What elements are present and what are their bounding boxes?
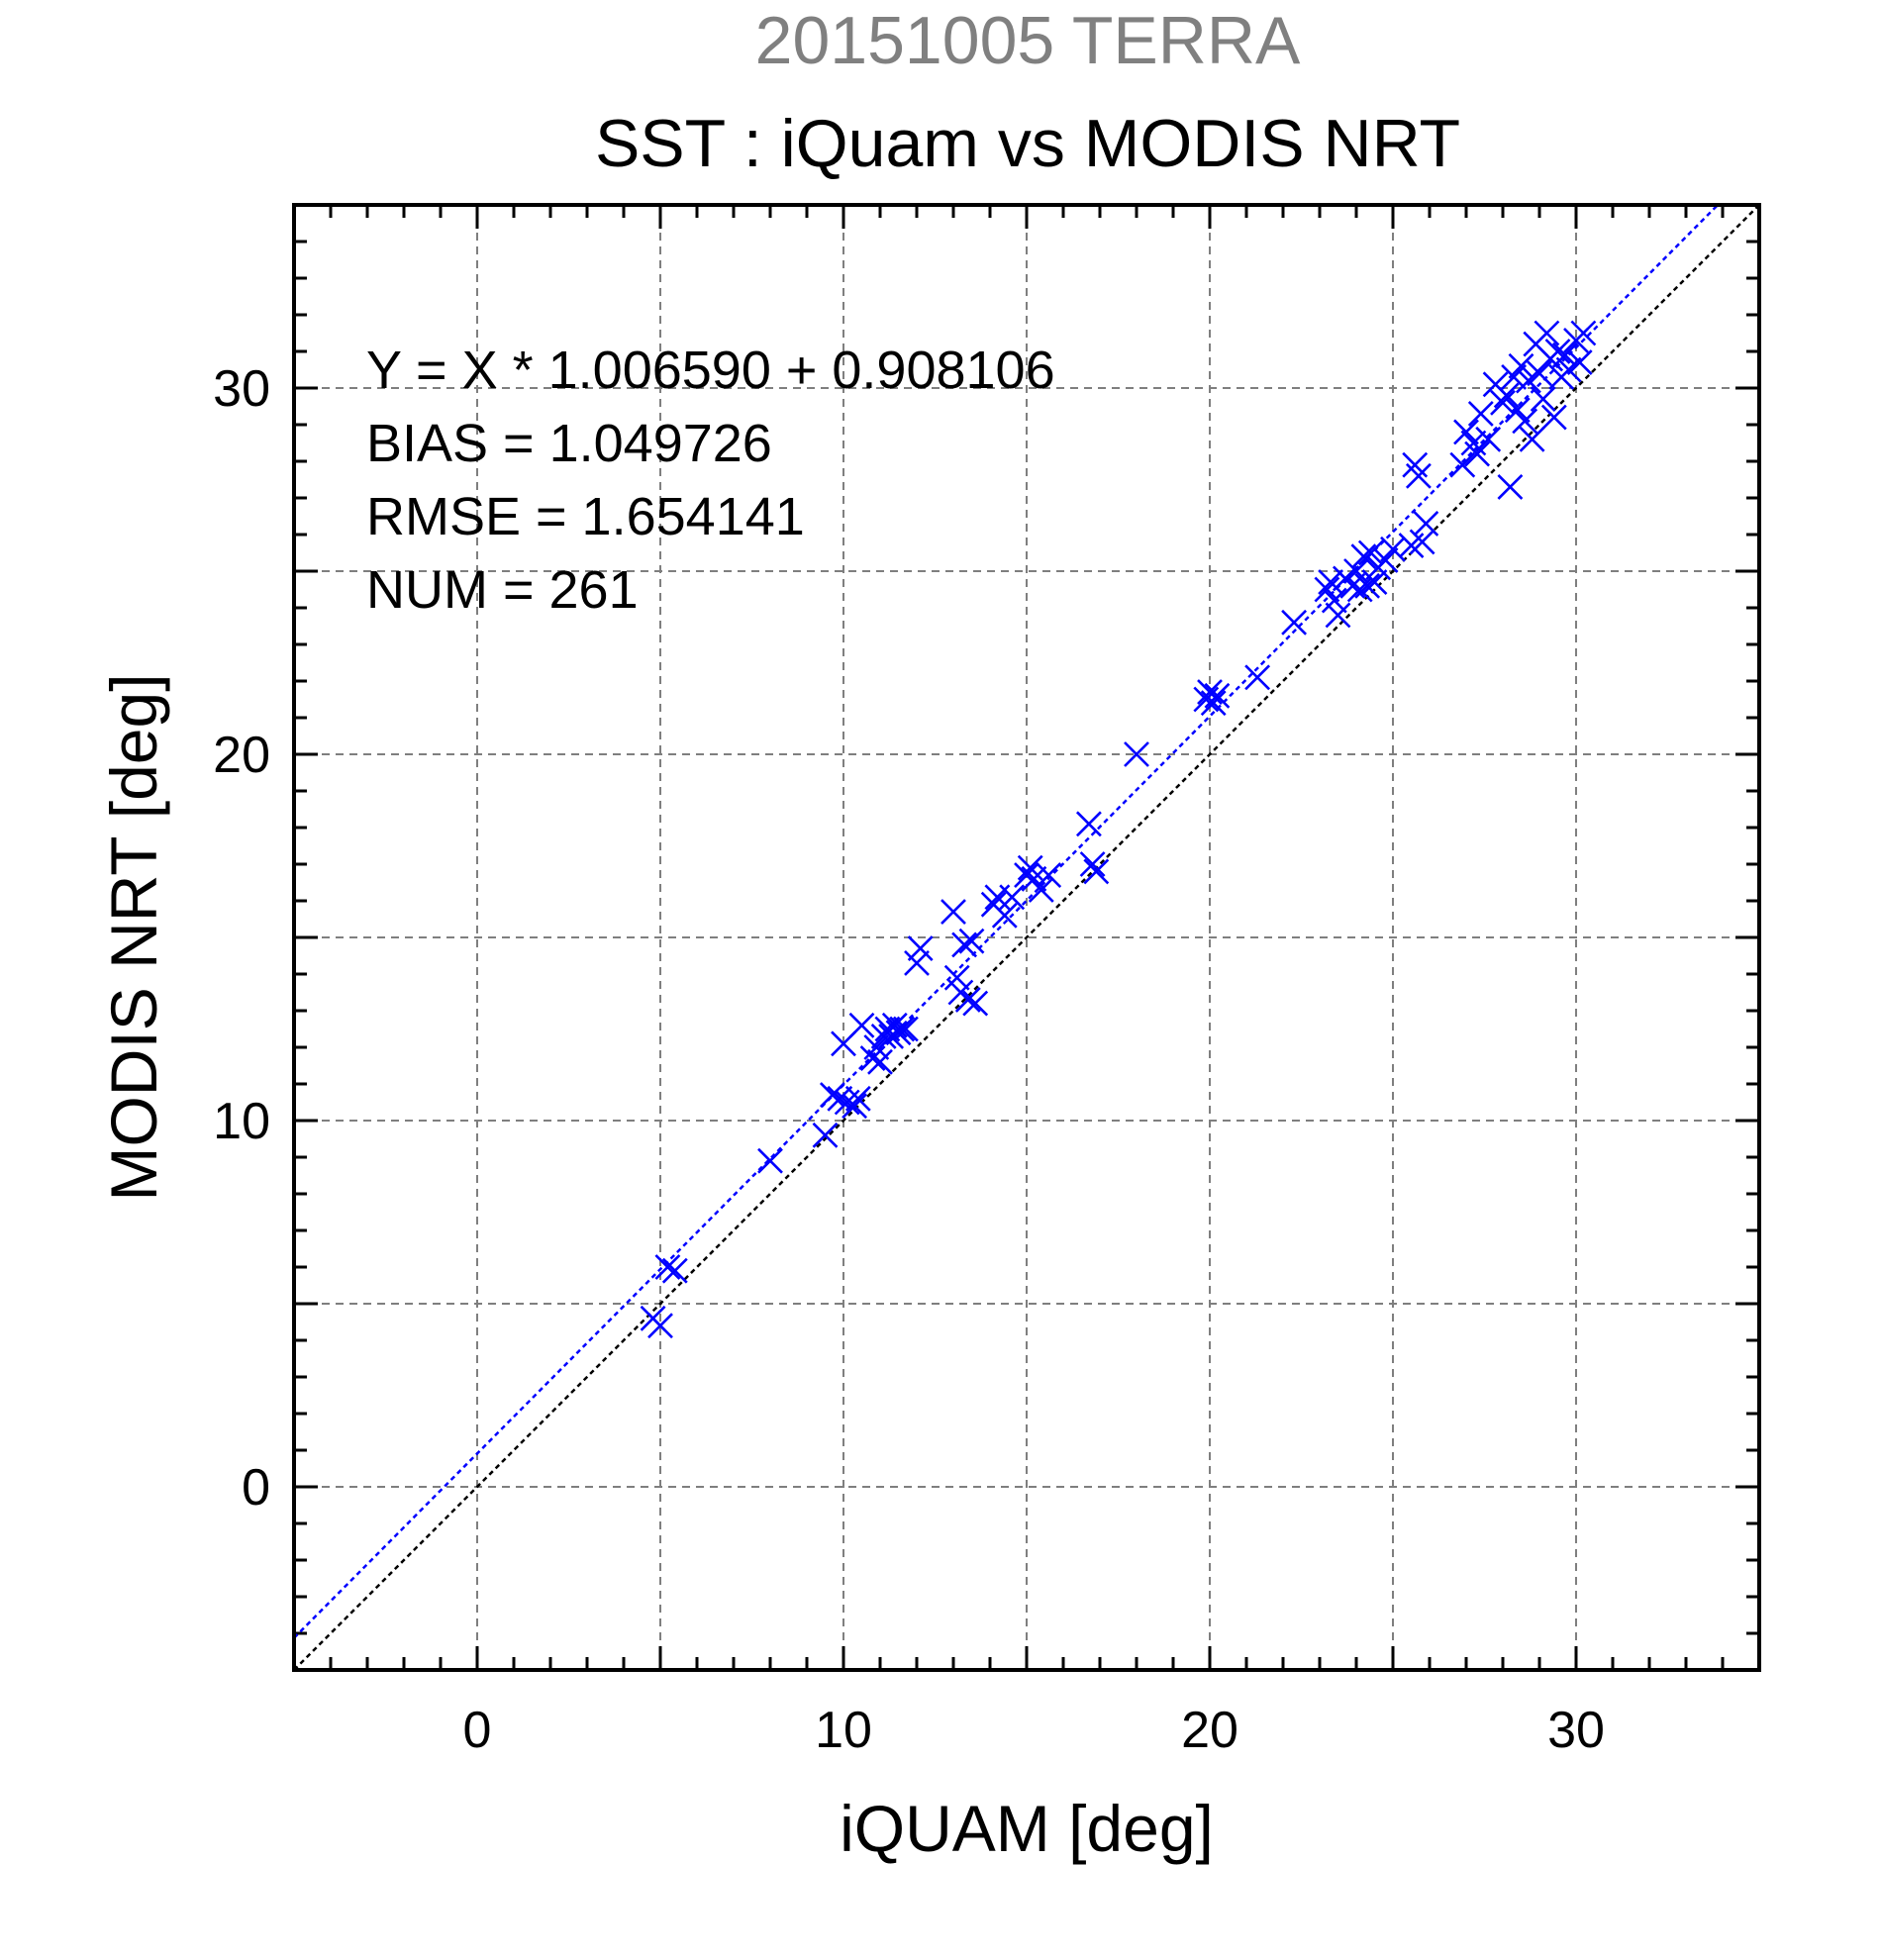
data-point bbox=[1534, 320, 1560, 346]
data-point bbox=[940, 899, 966, 926]
data-point bbox=[1464, 441, 1491, 467]
x-axis-label: iQUAM [deg] bbox=[840, 1792, 1214, 1865]
data-point bbox=[1124, 741, 1149, 767]
data-point bbox=[954, 986, 981, 1013]
data-point bbox=[958, 928, 985, 954]
data-point bbox=[812, 1122, 839, 1148]
x-tick-label: 30 bbox=[1547, 1702, 1605, 1759]
data-point bbox=[1350, 543, 1377, 570]
data-point bbox=[1354, 572, 1381, 599]
data-point bbox=[867, 1048, 893, 1075]
x-tick-label: 10 bbox=[815, 1702, 872, 1759]
data-point bbox=[1540, 404, 1567, 431]
stats-box: Y = X * 1.006590 + 0.908106 BIAS = 1.049… bbox=[366, 341, 1055, 620]
chart-date-title: 20151005 TERRA bbox=[755, 3, 1301, 78]
y-tick-label: 30 bbox=[213, 360, 270, 418]
x-tick-label: 0 bbox=[463, 1702, 492, 1759]
reference-lines bbox=[293, 204, 1760, 1671]
fit-equation: Y = X * 1.006590 + 0.908106 bbox=[366, 341, 1055, 400]
data-point bbox=[951, 931, 978, 958]
chart-title: SST : iQuam vs MODIS NRT bbox=[595, 106, 1460, 181]
data-point bbox=[757, 1147, 783, 1174]
data-point bbox=[1501, 363, 1528, 390]
data-point bbox=[1551, 342, 1578, 368]
y-tick-label: 20 bbox=[213, 727, 270, 784]
data-point bbox=[1566, 349, 1593, 376]
data-point bbox=[1544, 339, 1571, 364]
data-point bbox=[1281, 609, 1308, 636]
data-point bbox=[907, 935, 934, 962]
rmse-value: RMSE = 1.654141 bbox=[366, 487, 805, 546]
data-point bbox=[991, 902, 1018, 929]
data-point bbox=[1036, 862, 1062, 889]
data-point bbox=[1083, 858, 1110, 885]
y-axis-label: MODIS NRT [deg] bbox=[97, 673, 170, 1201]
data-point bbox=[1504, 397, 1531, 424]
data-point bbox=[1493, 382, 1520, 409]
data-point bbox=[1512, 408, 1538, 435]
data-point bbox=[1453, 419, 1479, 445]
data-point bbox=[1021, 865, 1047, 892]
data-point bbox=[647, 1313, 673, 1339]
num-value: NUM = 261 bbox=[366, 560, 639, 620]
tick-labels: 0 10 20 30 0 10 20 30 bbox=[213, 360, 1605, 1759]
data-point bbox=[863, 1034, 890, 1060]
identity-line bbox=[293, 204, 1760, 1671]
data-point bbox=[904, 949, 930, 976]
data-point bbox=[1515, 367, 1541, 394]
data-point bbox=[889, 1016, 916, 1042]
data-point bbox=[999, 884, 1026, 911]
data-point bbox=[1508, 352, 1534, 379]
data-point bbox=[842, 1093, 868, 1120]
y-tick-label: 0 bbox=[242, 1459, 270, 1517]
data-point bbox=[943, 964, 970, 991]
data-point bbox=[1449, 451, 1476, 478]
data-point bbox=[1467, 400, 1494, 427]
data-point bbox=[984, 884, 1011, 911]
bias-value: BIAS = 1.049726 bbox=[366, 414, 772, 473]
data-point bbox=[1361, 569, 1388, 596]
data-point bbox=[1075, 811, 1102, 837]
data-point bbox=[1079, 851, 1106, 877]
data-point bbox=[1346, 576, 1373, 603]
data-point bbox=[1497, 473, 1524, 500]
data-point bbox=[1321, 587, 1347, 614]
data-point bbox=[1405, 462, 1432, 489]
data-point bbox=[1490, 389, 1516, 416]
data-point bbox=[819, 1082, 845, 1109]
data-point bbox=[1200, 690, 1227, 717]
data-point bbox=[1519, 426, 1545, 452]
data-point bbox=[1314, 576, 1340, 603]
data-point bbox=[1244, 664, 1271, 691]
data-point bbox=[827, 1085, 853, 1112]
data-point bbox=[1527, 360, 1552, 387]
data-point bbox=[1413, 510, 1439, 537]
data-point bbox=[1555, 356, 1582, 383]
data-point bbox=[661, 1257, 688, 1284]
plot-frame bbox=[292, 203, 1761, 1672]
data-point bbox=[1357, 539, 1384, 566]
scatter-points bbox=[640, 320, 1597, 1339]
x-tick-label: 20 bbox=[1181, 1702, 1238, 1759]
data-point bbox=[1530, 386, 1556, 413]
data-point bbox=[844, 1085, 871, 1112]
data-point bbox=[962, 990, 989, 1017]
data-point bbox=[1028, 876, 1054, 903]
data-point bbox=[1204, 682, 1231, 709]
data-point bbox=[848, 1012, 875, 1038]
fit-line bbox=[293, 204, 1720, 1639]
data-point bbox=[1570, 320, 1597, 346]
data-point bbox=[892, 1016, 919, 1042]
data-point bbox=[1475, 426, 1502, 452]
data-point bbox=[654, 1254, 681, 1280]
data-point bbox=[1325, 602, 1351, 629]
data-point bbox=[1372, 546, 1399, 573]
y-tick-label: 10 bbox=[213, 1093, 270, 1150]
